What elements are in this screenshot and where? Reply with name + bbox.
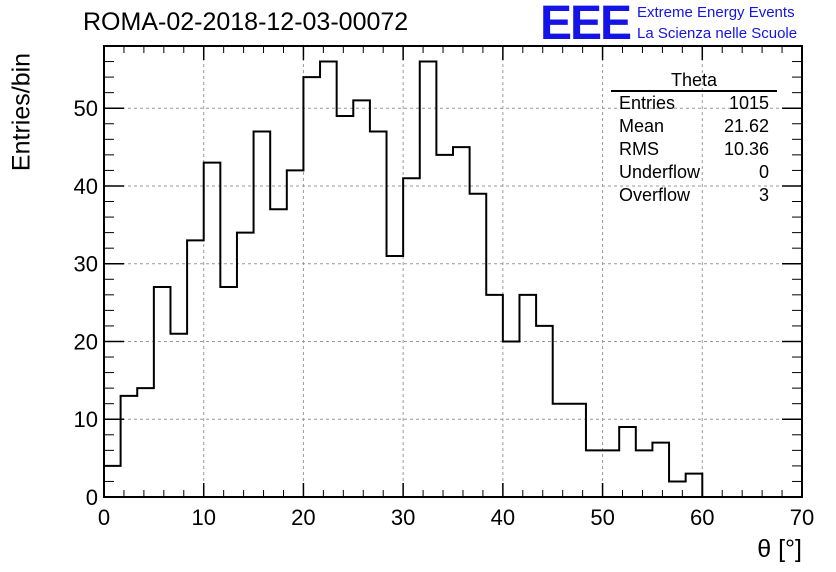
y-axis-label: Entries/bin [7, 52, 36, 172]
stats-title: Theta [611, 70, 777, 92]
eee-logo: EEE [540, 0, 632, 50]
histogram-bin [137, 388, 154, 497]
stats-row-overflow: Overflow 3 [611, 184, 777, 207]
histogram-bin [420, 62, 437, 497]
plot-frame [103, 45, 803, 498]
histogram-bin [503, 341, 520, 497]
x-tick-label: 40 [491, 505, 515, 530]
histogram-bin [486, 295, 503, 497]
stats-value: 10.36 [723, 139, 769, 159]
histogram-bin [187, 240, 204, 497]
chart-title: ROMA-02-2018-12-03-00072 [83, 8, 409, 36]
histogram-bin [470, 194, 487, 497]
y-tick-label: 10 [74, 407, 98, 432]
histogram-bin [154, 287, 171, 497]
stats-label: RMS [619, 139, 659, 159]
y-tick-label: 40 [74, 174, 98, 199]
x-tick-label: 10 [191, 505, 215, 530]
histogram-bin [553, 404, 570, 497]
logo-line-1: Extreme Energy Events [637, 4, 795, 21]
stats-value: 21.62 [723, 116, 769, 136]
histogram-bin [270, 209, 287, 497]
x-tick-label: 50 [590, 505, 614, 530]
x-tick-label: 0 [98, 505, 110, 530]
histogram-bin [220, 287, 237, 497]
histogram-bin [403, 178, 420, 497]
stats-row-rms: RMS 10.36 [611, 138, 777, 161]
histogram-bin [387, 256, 404, 497]
histogram-bin [320, 62, 337, 497]
histogram-bin [170, 334, 187, 497]
histogram-bin [686, 474, 703, 497]
x-tick-label: 30 [391, 505, 415, 530]
histogram-bin [436, 155, 453, 497]
stats-row-mean: Mean 21.62 [611, 115, 777, 138]
stats-value: 0 [758, 162, 769, 182]
x-tick-label: 20 [291, 505, 315, 530]
x-tick-label: 60 [690, 505, 714, 530]
histogram-bin [569, 404, 586, 497]
x-tick-label: 70 [790, 505, 814, 530]
histogram-bin [536, 326, 553, 497]
stats-value: 3 [758, 185, 769, 205]
histogram-bin [636, 450, 653, 497]
y-tick-label: 20 [74, 329, 98, 354]
histogram-bin [337, 116, 354, 497]
stats-value: 1015 [728, 93, 769, 113]
histogram-bin [353, 100, 370, 497]
x-axis-label: θ [°] [757, 535, 802, 563]
stats-label: Underflow [619, 162, 701, 182]
histogram-bin [652, 443, 669, 497]
histogram-bin [603, 450, 620, 497]
histogram-bin [204, 163, 221, 497]
stats-box: Theta Entries 1015 Mean 21.62 RMS 10.36 … [611, 70, 777, 207]
y-tick-label: 0 [86, 485, 98, 510]
stats-row-entries: Entries 1015 [611, 92, 777, 115]
histogram-bin [237, 233, 254, 497]
histogram-step-line [103, 60, 704, 497]
histogram-bin [519, 295, 536, 497]
histogram-bin [370, 132, 387, 497]
histogram-bin [121, 396, 138, 497]
stats-label: Entries [619, 93, 676, 113]
stats-label: Mean [619, 116, 665, 136]
histogram-bin [619, 427, 636, 497]
logo-line-2: La Scienza nelle Scuole [637, 25, 798, 42]
histogram-bin [453, 147, 470, 497]
stats-label: Overflow [619, 185, 691, 205]
histogram-bin [669, 481, 686, 497]
y-tick-label: 30 [74, 252, 98, 277]
y-tick-label: 50 [74, 96, 98, 121]
histogram-bin [586, 450, 603, 497]
histogram-bin [287, 170, 304, 497]
stats-row-underflow: Underflow 0 [611, 161, 777, 184]
histogram-bin [303, 77, 320, 497]
